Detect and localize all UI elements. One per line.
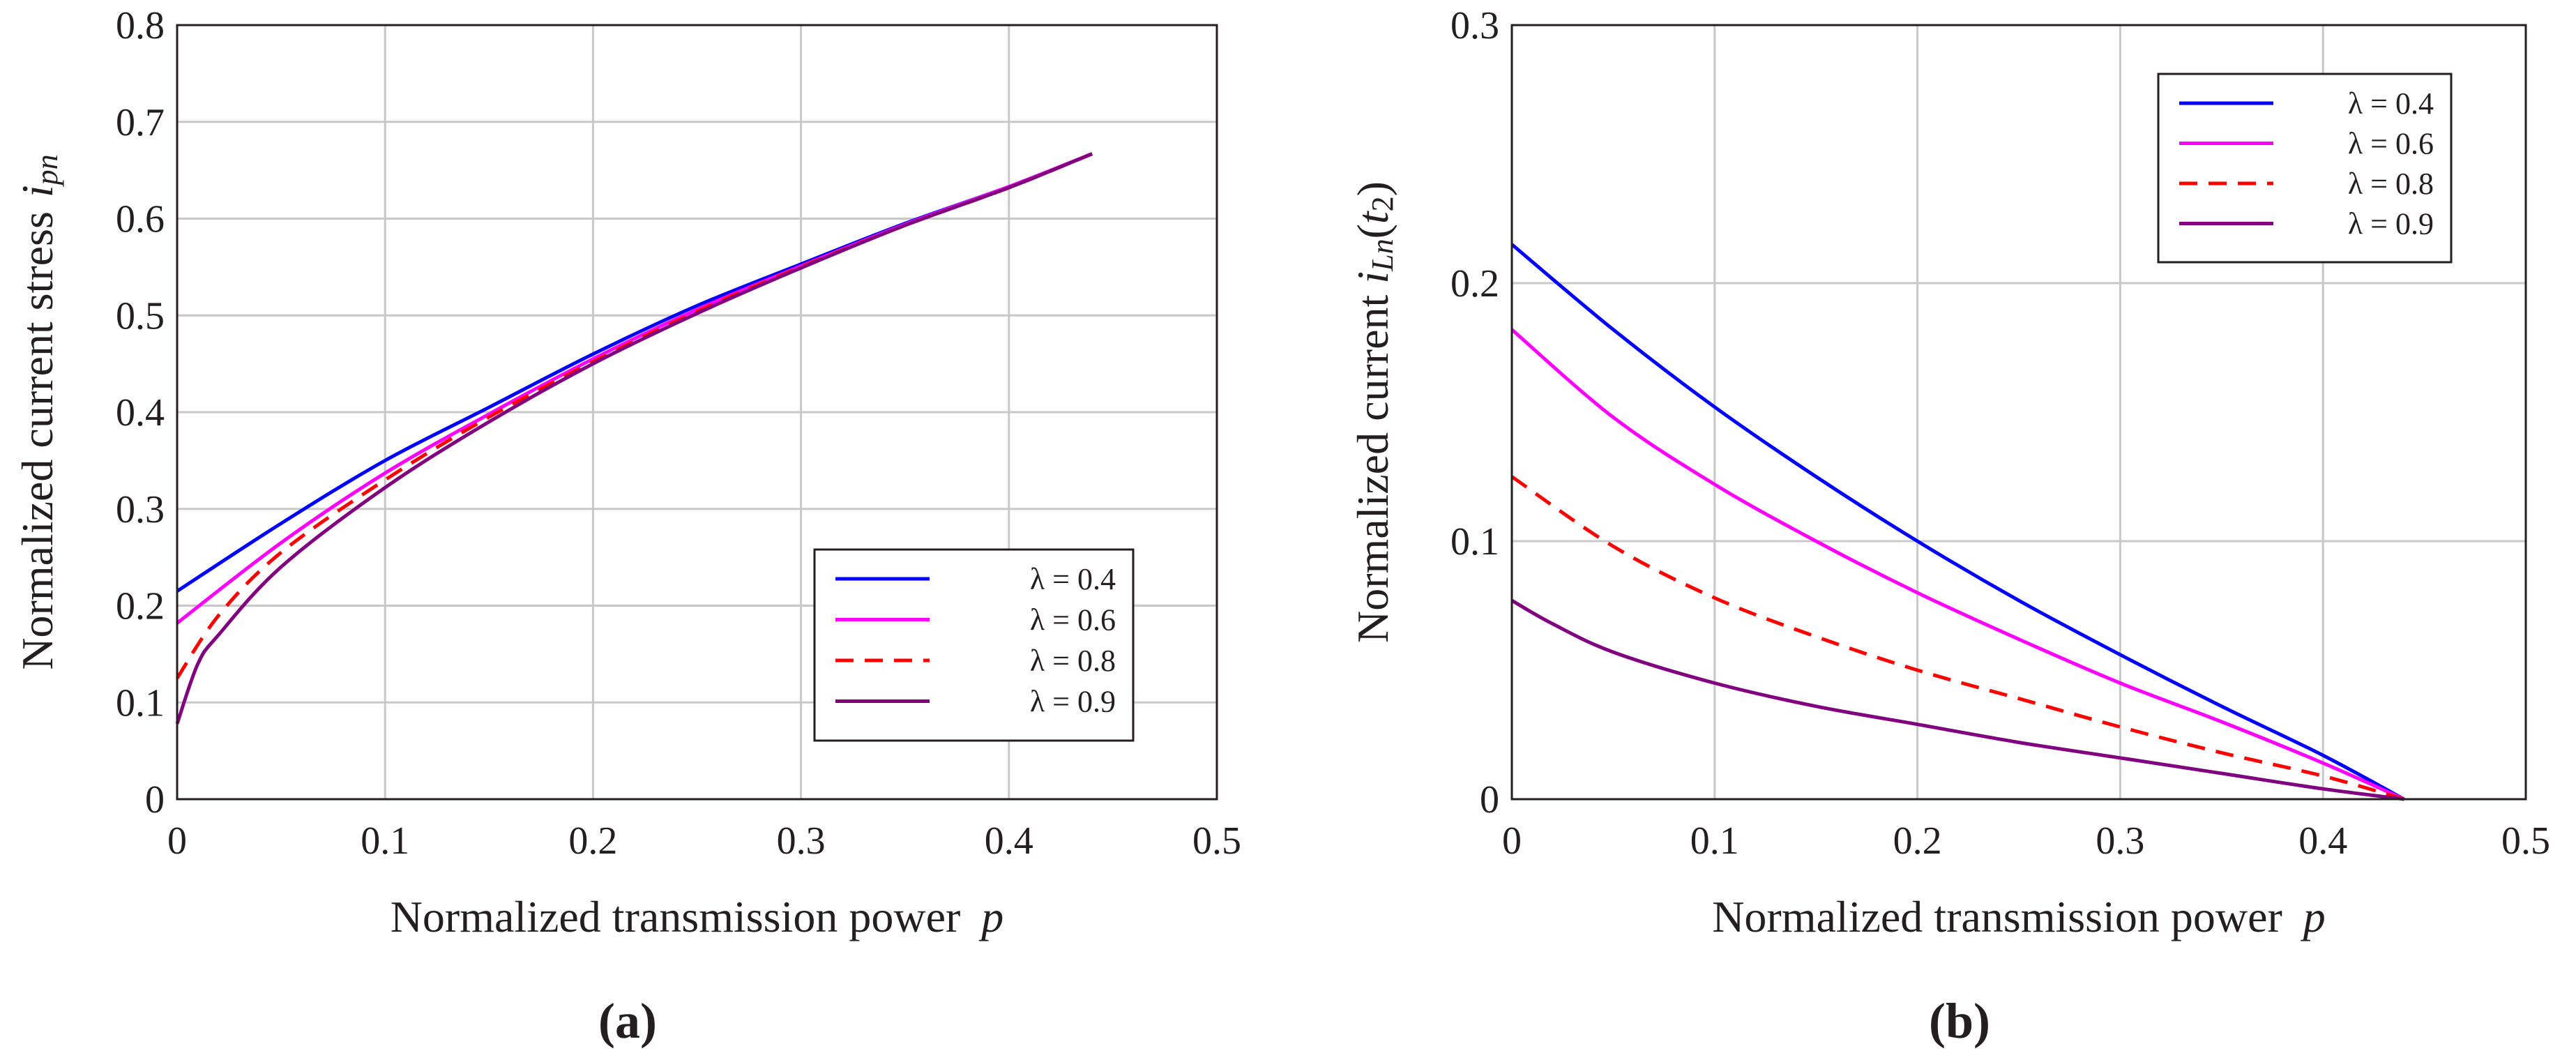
tick-labels-a: 0 0.1 0.2 0.3 0.4 0.5 0 0.1 0.2 0.3 0.4 0.5 0.6 0.7 0.… — [116, 4, 1241, 863]
x-axis-label-text-a: Normalized transmission power — [391, 892, 961, 941]
x-axis-label-b: Normalized transmission power p — [1712, 892, 2326, 941]
legend-box — [2157, 73, 2453, 264]
x-tick-label: 0.2 — [568, 819, 617, 863]
y-axis-label-text-a: Normalized current stress — [13, 211, 62, 670]
tick-labels-b: 0 0.1 0.2 0.3 0.4 0.5 0 0.1 0.2 0.3 — [1450, 4, 2550, 863]
grid-a — [177, 25, 1217, 799]
x-axis-label-text-b: Normalized transmission power — [1712, 892, 2282, 941]
legend-b: λ = 0.4 λ = 0.6 λ = 0.8 λ = 0.9 — [2157, 73, 2453, 264]
panel-b: 0 0.1 0.2 0.3 0.4 0.5 0 0.1 0.2 0.3 Normalized tr… — [1348, 4, 2550, 1049]
y-tick-label: 0.1 — [1450, 520, 1499, 563]
x-tick-label: 0 — [167, 819, 187, 863]
legend-entry-label: λ = 0.4 — [2348, 86, 2434, 121]
legend-entry-label: λ = 0.8 — [1030, 644, 1116, 678]
plot-frame-b — [1510, 24, 2527, 801]
y-tick-label: 0 — [1480, 778, 1499, 821]
series-line — [1510, 243, 2405, 801]
x-tick-label: 0.5 — [1192, 819, 1241, 863]
x-axis-symbol-b: p — [2301, 892, 2326, 941]
x-tick-label: 0.1 — [361, 819, 409, 863]
x-tick-label: 0 — [1502, 819, 1522, 863]
y-tick-label: 0 — [145, 778, 165, 821]
x-axis-label-a: Normalized transmission power p — [391, 892, 1004, 941]
series-line — [1510, 328, 2405, 801]
y-tick-label: 0.8 — [116, 4, 165, 47]
y-tick-label: 0.7 — [116, 101, 165, 144]
x-tick-label: 0.4 — [985, 819, 1033, 863]
legend-entry-label: λ = 0.4 — [1030, 562, 1116, 596]
x-tick-label: 0.3 — [777, 819, 826, 863]
legend-box — [813, 548, 1135, 742]
y-axis-subscript-b: Ln — [1365, 238, 1400, 271]
legend-a: λ = 0.4 λ = 0.6 λ = 0.8 λ = 0.9 — [813, 548, 1135, 742]
series-group-b — [1510, 243, 2405, 801]
legend-entry-label: λ = 0.9 — [2348, 207, 2434, 241]
y-tick-label: 0.1 — [116, 681, 165, 725]
series-line — [1510, 598, 2404, 801]
y-axis-subscript-a: pn — [30, 154, 64, 187]
series-group-a — [175, 152, 1093, 725]
legend-entry-label: λ = 0.6 — [2348, 127, 2434, 161]
y-tick-label: 0.6 — [116, 198, 165, 241]
y-tick-label: 0.3 — [1450, 4, 1499, 47]
legend-entry-label: λ = 0.9 — [1030, 685, 1116, 719]
panel-caption-b: (b) — [1929, 993, 1990, 1049]
series-line — [1510, 475, 2405, 801]
x-tick-label: 0.4 — [2298, 819, 2347, 863]
plot-frame-a — [176, 24, 1218, 801]
y-tick-label: 0.5 — [116, 294, 165, 338]
legend-entry-label: λ = 0.8 — [2348, 167, 2434, 201]
y-tick-label: 0.2 — [1450, 262, 1499, 305]
series-line — [175, 152, 1093, 725]
legend-entry-label: λ = 0.6 — [1030, 603, 1116, 637]
y-axis-label-b: Normalized currentiLn(t2) — [1348, 181, 1400, 643]
y-axis-label-text-b: Normalized current — [1348, 294, 1397, 643]
x-axis-symbol-a: p — [978, 892, 1003, 941]
x-tick-label: 0.3 — [2096, 819, 2144, 863]
x-tick-label: 0.5 — [2501, 819, 2550, 863]
y-tick-label: 0.3 — [116, 488, 165, 531]
y-axis-symbol-b: i — [1348, 271, 1397, 284]
y-axis-arg-subscript-b: 2 — [1365, 196, 1400, 211]
y-axis-label-a: Normalized current stress ipn — [13, 154, 64, 669]
y-axis-symbol-a: i — [13, 185, 62, 197]
x-tick-label: 0.2 — [1893, 819, 1942, 863]
y-axis-arg-b: t — [1348, 210, 1397, 224]
y-tick-label: 0.4 — [116, 391, 165, 434]
y-tick-label: 0.2 — [116, 585, 165, 628]
x-tick-label: 0.1 — [1690, 819, 1739, 863]
panel-a: 0 0.1 0.2 0.3 0.4 0.5 0 0.1 0.2 0.3 0.4 0.5 0.6 0.7 0.… — [13, 4, 1241, 1049]
panel-caption-a: (a) — [598, 993, 657, 1049]
